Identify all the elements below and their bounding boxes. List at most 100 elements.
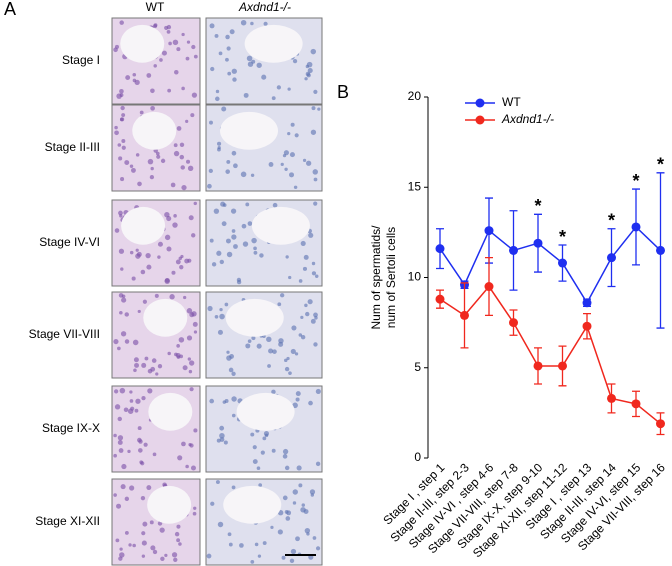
nucleus <box>157 364 163 369</box>
nucleus <box>225 34 230 40</box>
nucleus <box>311 271 317 276</box>
nucleus <box>147 388 153 394</box>
nucleus <box>128 543 132 547</box>
nucleus <box>231 396 237 402</box>
nucleus <box>233 244 238 249</box>
nucleus <box>164 234 171 241</box>
nucleus <box>174 69 179 75</box>
nucleus <box>137 181 142 187</box>
nucleus <box>313 312 318 318</box>
nucleus <box>179 264 184 270</box>
lumen <box>121 206 166 245</box>
micrograph <box>205 478 323 566</box>
nucleus <box>164 25 169 30</box>
data-point <box>509 245 518 255</box>
nucleus <box>256 466 261 470</box>
nucleus <box>282 454 288 459</box>
nucleus <box>245 343 251 349</box>
nucleus <box>250 173 255 177</box>
nucleus <box>135 248 139 252</box>
significance-label: * <box>608 211 615 231</box>
significance-label: * <box>534 196 541 216</box>
nucleus <box>268 348 274 354</box>
nucleus <box>214 314 219 319</box>
nucleus <box>272 202 278 208</box>
nucleus <box>115 538 120 543</box>
nucleus <box>133 357 139 363</box>
nucleus <box>233 163 238 169</box>
significance-label: * <box>559 227 566 247</box>
nucleus <box>260 450 265 455</box>
nucleus <box>219 425 225 431</box>
nucleus <box>240 171 247 178</box>
nucleus <box>281 555 286 560</box>
nucleus <box>120 105 125 111</box>
y-axis-label: num of Sertoli cells <box>384 227 398 328</box>
micrograph <box>111 385 201 473</box>
micrograph <box>111 199 201 287</box>
nucleus <box>191 92 198 98</box>
nucleus <box>129 250 134 255</box>
nucleus <box>216 250 222 256</box>
nucleus <box>268 162 274 167</box>
nucleus <box>217 329 223 335</box>
nucleus <box>305 64 310 69</box>
nucleus <box>251 59 256 64</box>
panel-label: B <box>337 82 349 102</box>
nucleus <box>160 158 166 164</box>
nucleus <box>186 159 191 164</box>
data-point <box>533 238 543 248</box>
lumen <box>147 485 192 524</box>
nucleus <box>193 54 198 59</box>
nucleus <box>305 311 310 317</box>
nucleus <box>211 262 217 267</box>
nucleus <box>231 234 237 240</box>
nucleus <box>250 560 255 564</box>
micrograph <box>111 291 201 379</box>
nucleus <box>224 398 229 403</box>
nucleus <box>209 398 215 404</box>
micrograph <box>205 199 323 287</box>
nucleus <box>291 325 297 331</box>
nucleus <box>306 160 312 166</box>
nucleus <box>287 87 291 91</box>
nucleus <box>227 71 232 76</box>
nucleus <box>141 554 146 558</box>
nucleus <box>181 441 186 447</box>
nucleus <box>168 41 172 46</box>
nucleus <box>312 536 317 540</box>
nucleus <box>230 208 237 214</box>
nucleus <box>159 527 165 533</box>
nucleus <box>150 105 155 111</box>
nucleus <box>258 483 263 487</box>
nucleus <box>167 88 172 93</box>
nucleus <box>183 295 187 300</box>
nucleus <box>117 416 122 422</box>
nucleus <box>280 162 284 166</box>
micrograph <box>111 104 201 192</box>
nucleus <box>152 452 157 457</box>
nucleus <box>225 169 230 174</box>
nucleus <box>186 335 193 341</box>
legend-marker <box>475 98 485 108</box>
nucleus <box>124 339 130 344</box>
nucleus <box>174 531 180 537</box>
nucleus <box>190 113 195 118</box>
lumen <box>236 392 295 431</box>
nucleus <box>292 489 298 495</box>
row-label: Stage I <box>62 53 100 67</box>
nucleus <box>302 266 308 271</box>
nucleus <box>159 58 163 62</box>
nucleus <box>114 389 119 394</box>
nucleus <box>117 435 124 441</box>
nucleus <box>287 131 291 136</box>
nucleus <box>225 57 229 62</box>
nucleus <box>251 237 257 244</box>
nucleus <box>217 145 221 150</box>
nucleus <box>146 73 152 78</box>
nucleus <box>271 96 276 101</box>
nucleus <box>262 541 267 545</box>
nucleus <box>310 493 315 497</box>
data-point <box>435 244 445 254</box>
